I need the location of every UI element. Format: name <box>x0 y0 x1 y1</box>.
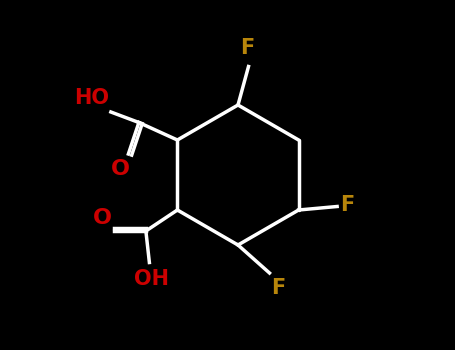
Text: HO: HO <box>74 88 109 108</box>
Text: F: F <box>341 195 355 215</box>
Text: F: F <box>271 278 285 298</box>
Text: O: O <box>92 208 111 228</box>
Text: O: O <box>111 159 130 179</box>
Text: OH: OH <box>134 269 169 289</box>
Text: F: F <box>240 38 254 58</box>
